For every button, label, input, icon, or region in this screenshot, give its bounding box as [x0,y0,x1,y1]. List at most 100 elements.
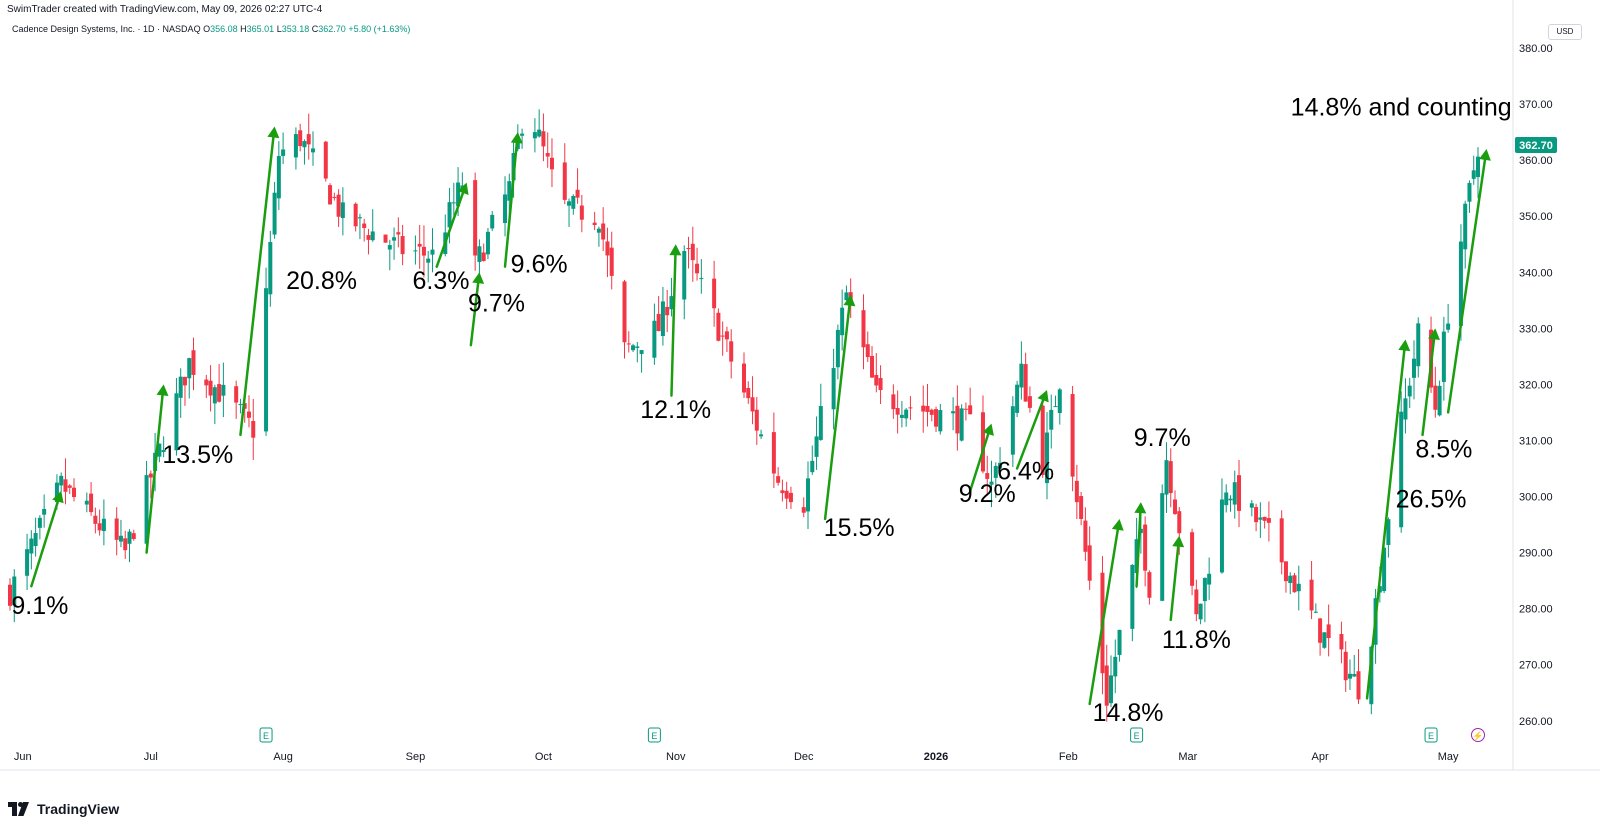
tradingview-logo[interactable]: TradingView [8,800,119,818]
candle-body [562,162,567,200]
price-axis[interactable]: 260.00 270.00 280.00 290.00 300.00 310.00 320.… [1519,43,1553,728]
price-tick-label: 270.00 [1519,660,1553,672]
arrow-line [1365,349,1406,700]
candle-body [878,378,883,391]
last-price-tag: 362.70 [1515,137,1557,154]
arrow-line [1446,158,1487,414]
candle-body [998,462,1003,469]
candle-body [742,363,746,393]
candle-body [298,130,303,147]
candle-body [93,515,98,524]
event-markers: E E E E ⚡ [259,727,1485,743]
candle-body [635,346,640,348]
candle-body [217,384,222,402]
arrow-line [1169,545,1180,622]
candle-body [840,307,845,336]
candle-body [1232,482,1237,505]
candle-body [695,263,700,274]
percent-label: 26.5% [1396,486,1467,514]
event-symbol: E [263,731,269,741]
candle-body [1104,665,1109,706]
candle-body [1343,651,1348,681]
arrow-line [1421,338,1436,437]
candle-body [1279,518,1284,563]
candle-body [729,341,734,362]
arrow-head [982,423,994,436]
candle-body [596,228,601,233]
candle-body [144,475,149,544]
candle-body [682,250,687,300]
candle-body [1010,406,1015,455]
candle-body [1164,460,1169,495]
candle-body [567,201,572,206]
candle-body [1143,524,1148,571]
percent-label: 9.7% [468,290,525,318]
candle-body [686,247,691,250]
candle-body [1347,673,1352,679]
candle-body [400,236,405,255]
candle-body [1113,656,1118,677]
time-tick-label: Feb [1059,751,1078,763]
candle-body [340,202,345,219]
candle-body [959,408,964,441]
candle-body [421,246,426,256]
candle-body [212,387,217,404]
candle-body [174,393,179,451]
candle-body [1040,405,1045,476]
candle-body [1258,517,1263,520]
arrow-line [30,500,60,588]
arrow-line [1135,511,1142,588]
price-tick-label: 260.00 [1519,716,1553,728]
candle-body [29,538,34,554]
candle-body [1194,589,1199,615]
arrow-head [1398,339,1411,352]
dividend-icon [1471,728,1485,742]
candle-body [268,242,273,295]
candle-body [1079,496,1084,519]
candle-body [264,288,269,432]
candle-body [865,344,870,358]
earnings-marker: E [647,727,661,743]
candle-body [332,196,337,198]
percent-label: 9.1% [11,592,68,620]
candle-body [1283,561,1288,582]
candle-body [575,189,580,198]
candle-body [1190,532,1195,586]
candle-body [963,408,968,410]
candle-body [97,523,102,531]
price-tick-label: 380.00 [1519,43,1553,55]
candle-body [1441,331,1446,382]
candle-body [1109,675,1113,704]
arrow-head [267,126,280,139]
earnings-marker: E [1130,727,1144,743]
candle-body [477,246,482,262]
arrow-line [823,304,851,521]
low-value: 353.18 [281,24,310,34]
candle-body [1134,539,1139,574]
candle-body [1313,611,1318,613]
candle-body [37,517,42,528]
candle-body [1057,389,1062,414]
time-axis[interactable]: Jun Jul Aug Sep Oct Nov Dec 2026 Feb Mar Apr May [14,751,1459,763]
candle-body [1356,671,1361,700]
price-tick-label: 320.00 [1519,379,1553,391]
candle-body [1463,203,1468,250]
candle-body [1309,579,1314,611]
candle-body [1446,323,1451,330]
candle-body [690,243,695,261]
candle-body [481,252,486,262]
currency-button[interactable]: USD [1548,24,1582,40]
candle-body [127,531,132,544]
arrow-line [435,191,465,268]
candle-body [1471,170,1476,179]
arrow-head [510,132,523,144]
percent-label: 6.4% [997,458,1054,486]
arrow-annotations [30,126,1491,706]
candle-body [131,533,136,539]
close-label: C [311,24,319,34]
candle-body [473,180,478,256]
candle-body [485,231,490,255]
percent-label: 9.2% [959,480,1016,508]
candle-body [33,533,38,547]
